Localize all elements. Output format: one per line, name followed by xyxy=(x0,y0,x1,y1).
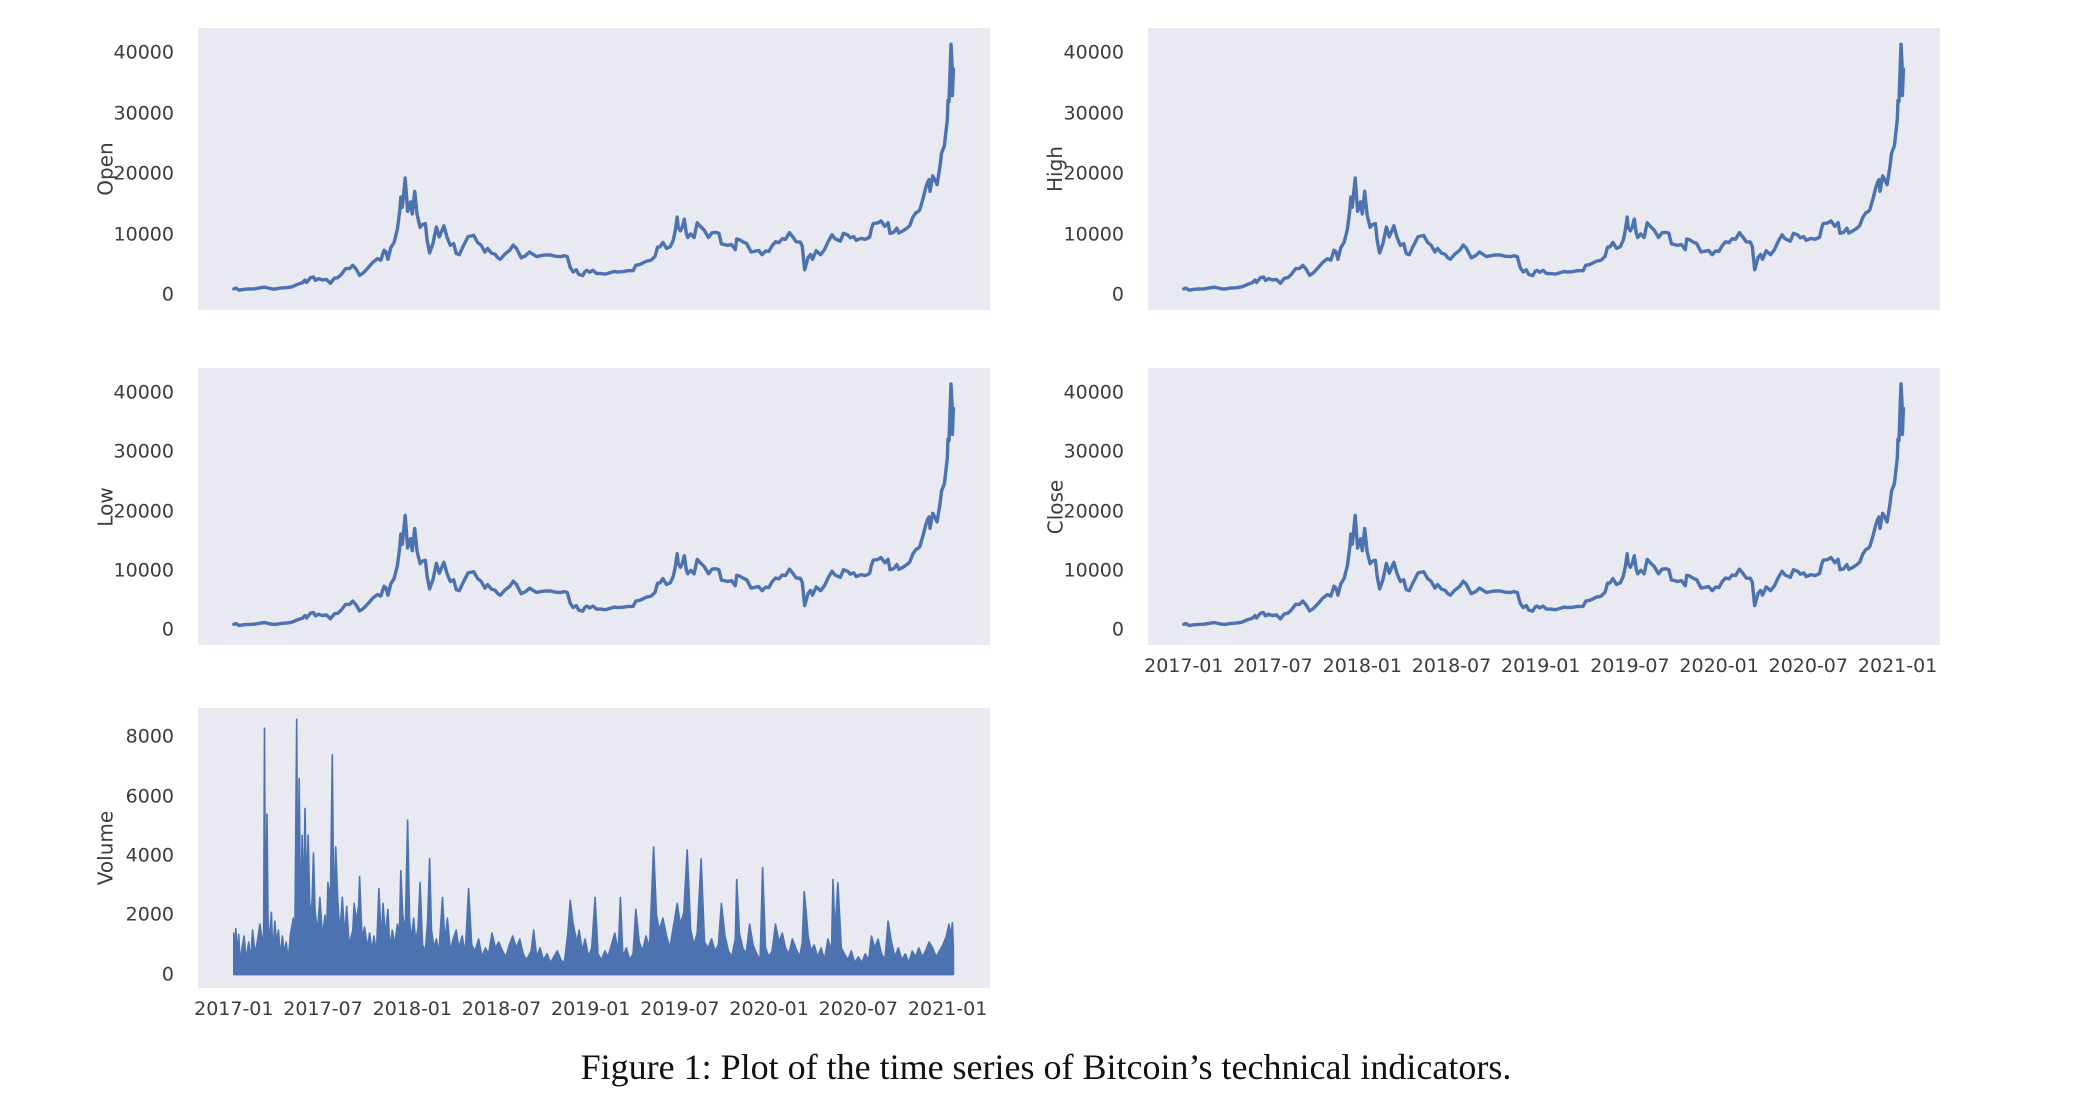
y-tick-label-close: 40000 xyxy=(1063,381,1124,404)
x-tick-label-close: 2017-01 xyxy=(1144,655,1224,677)
y-tick-label-open: 20000 xyxy=(113,162,174,185)
y-tick-label-volume: 2000 xyxy=(125,903,174,926)
y-tick-label-volume: 0 xyxy=(161,963,174,986)
plot-area-close xyxy=(1148,368,1940,645)
subplot-low: 0 10000 20000 30000 40000 Low xyxy=(93,368,990,645)
plot-background xyxy=(1148,28,1940,310)
y-tick-label-close: 20000 xyxy=(1063,500,1124,522)
y-tick-label-open: 10000 xyxy=(113,223,174,245)
x-tick-label-volume: 2018-07 xyxy=(461,998,542,1020)
subplot-open: 0 10000 20000 30000 40000 Open xyxy=(93,28,990,310)
y-tick-label-low: 10000 xyxy=(113,559,174,582)
y-tick-label-volume: 8000 xyxy=(125,725,174,748)
plot-background xyxy=(198,28,990,310)
plot-area-low xyxy=(198,368,990,645)
plot-area-volume xyxy=(198,708,990,988)
y-tick-label-low: 30000 xyxy=(113,440,174,463)
subplot-close: 0 10000 20000 30000 40000 Close 2017-01 2017-07… xyxy=(1043,368,1940,676)
y-tick-label-close: 30000 xyxy=(1063,440,1124,463)
series-line-low xyxy=(232,382,956,628)
y-axis-title-volume: Volume xyxy=(93,810,117,886)
plot-area-open xyxy=(198,28,990,310)
y-tick-label-open: 0 xyxy=(161,283,174,306)
x-tick-label-volume: 2019-01 xyxy=(550,998,631,1020)
x-tick-label-close: 2020-01 xyxy=(1679,655,1759,677)
x-tick-label-close: 2019-01 xyxy=(1500,655,1581,677)
y-tick-label-low: 0 xyxy=(161,618,174,641)
y-axis-title-low: Low xyxy=(93,486,117,527)
series-line-high xyxy=(1182,42,1906,292)
y-tick-label-high: 30000 xyxy=(1063,102,1124,125)
x-tick-label-volume: 2017-07 xyxy=(283,998,363,1020)
y-tick-label-close: 10000 xyxy=(1063,559,1124,582)
x-tick-label-volume: 2019-07 xyxy=(640,998,720,1020)
y-tick-label-high: 0 xyxy=(1111,283,1124,306)
y-tick-label-low: 20000 xyxy=(113,500,174,522)
x-tick-label-close: 2019-07 xyxy=(1590,655,1670,677)
x-tick-label-close: 2018-07 xyxy=(1411,655,1492,677)
x-tick-label-close: 2018-01 xyxy=(1322,655,1402,677)
plot-area-high xyxy=(1148,28,1940,310)
y-axis-title-open: Open xyxy=(93,142,117,196)
x-tick-label-volume: 2018-01 xyxy=(372,998,452,1020)
figure-caption: Figure 1: Plot of the time series of Bit… xyxy=(580,1047,1512,1087)
y-axis-title-close: Close xyxy=(1043,479,1067,534)
y-tick-label-open: 40000 xyxy=(113,41,174,64)
x-tick-label-volume: 2017-01 xyxy=(194,998,274,1020)
y-tick-label-low: 40000 xyxy=(113,381,174,404)
y-tick-label-high: 40000 xyxy=(1063,41,1124,64)
x-tick-label-volume: 2021-01 xyxy=(907,998,988,1020)
x-tick-label-volume: 2020-07 xyxy=(818,998,898,1020)
x-tick-label-volume: 2020-01 xyxy=(729,998,809,1020)
y-tick-label-high: 20000 xyxy=(1063,162,1124,185)
x-tick-label-close: 2020-07 xyxy=(1768,655,1848,677)
series-line-close xyxy=(1182,382,1906,628)
y-tick-label-close: 0 xyxy=(1111,618,1124,641)
x-tick-label-close: 2021-01 xyxy=(1857,655,1938,677)
y-tick-label-high: 10000 xyxy=(1063,223,1124,245)
plot-background xyxy=(198,368,990,645)
y-tick-label-volume: 4000 xyxy=(125,844,174,867)
x-tick-label-close: 2017-07 xyxy=(1233,655,1313,677)
subplot-volume: 0 2000 4000 6000 8000 Volume 2017-01 2017-07 201… xyxy=(93,708,990,1019)
plot-background xyxy=(1148,368,1940,645)
y-tick-label-volume: 6000 xyxy=(125,785,174,807)
y-axis-title-high: High xyxy=(1043,146,1067,192)
subplot-high: 0 10000 20000 30000 40000 High xyxy=(1043,28,1940,310)
y-tick-label-open: 30000 xyxy=(113,102,174,125)
series-area-volume xyxy=(232,718,955,976)
series-line-open xyxy=(232,42,956,292)
